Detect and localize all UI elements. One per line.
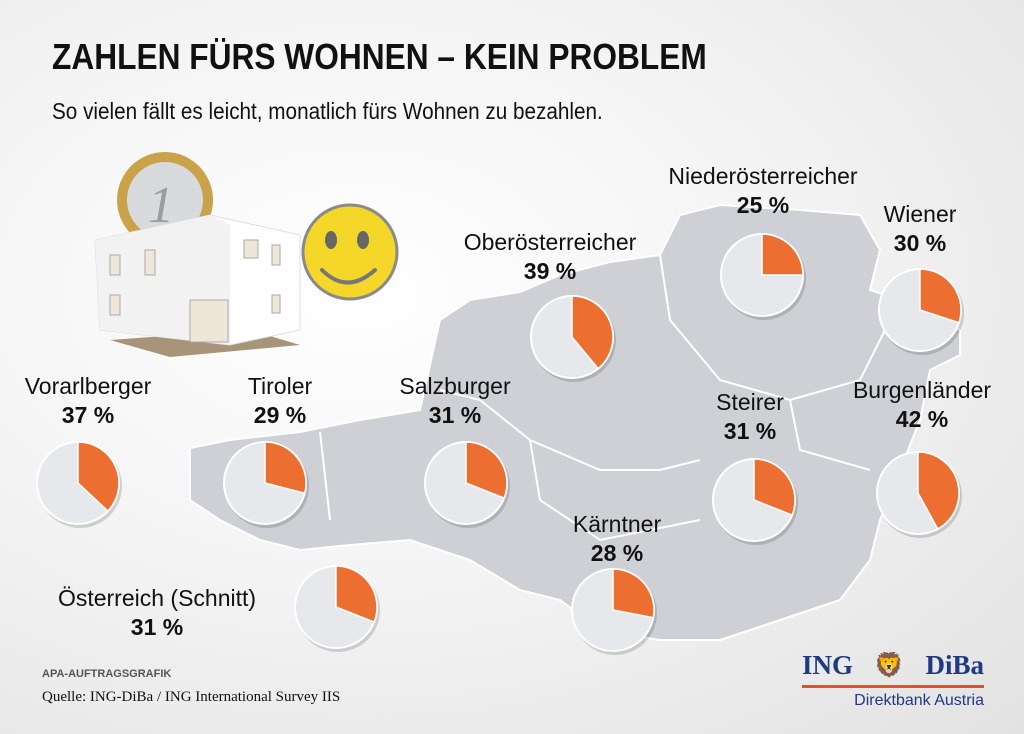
- region-label: Österreich (Schnitt) 31 %: [58, 584, 256, 642]
- page-title: ZAHLEN FÜRS WOHNEN – KEIN PROBLEM: [52, 36, 707, 77]
- pie-salzburger: [424, 441, 510, 528]
- logo-ing-text: ING: [802, 650, 854, 680]
- region-label: Niederösterreicher 25 %: [668, 162, 857, 220]
- region-name: Kärntner: [572, 511, 662, 537]
- agency-credit: APA-AUFTRAGSGRAFIK: [42, 668, 172, 680]
- logo-tagline: Direktbank Austria: [854, 692, 984, 709]
- pie-value-slice: [761, 233, 804, 276]
- lion-icon: 🦁: [874, 653, 905, 679]
- region-label: Steirer 31 %: [716, 388, 784, 446]
- region-label: Salzburger 31 %: [399, 372, 510, 430]
- pie-value-slice: [612, 568, 655, 619]
- smiley-icon: [301, 203, 399, 301]
- pie-steirer: [712, 458, 798, 545]
- region-label: Vorarlberger 37 %: [25, 372, 152, 430]
- region-label: Tiroler 29 %: [248, 372, 312, 430]
- pie-kärntner: [571, 568, 657, 655]
- pie-wiener: [878, 268, 964, 355]
- region-name: Steirer: [716, 389, 784, 415]
- region-borders: [319, 254, 901, 542]
- region-name: Vorarlberger: [24, 373, 152, 399]
- region-percent: 39 %: [523, 258, 577, 284]
- pie-value-slice: [335, 565, 378, 624]
- pie-vorarlberger: [36, 441, 122, 528]
- region-name: Österreich (Schnitt): [57, 585, 257, 611]
- pie-value-slice: [264, 441, 307, 495]
- pie-value-slice: [917, 451, 960, 530]
- region-percent: 25 %: [736, 192, 790, 218]
- region-name: Burgenländer: [852, 377, 992, 403]
- pie-value-slice: [571, 295, 614, 370]
- pie-value-slice: [919, 268, 962, 324]
- logo-diba-text: DiBa: [925, 650, 984, 680]
- region-label: Wiener 30 %: [884, 200, 957, 258]
- region-percent: 31 %: [428, 402, 482, 428]
- pie-oberösterreicher: [530, 295, 616, 382]
- pie-burgenländer: [876, 451, 962, 538]
- house-icon: [94, 214, 301, 357]
- region-label: Kärntner 28 %: [573, 510, 661, 568]
- ing-diba-logo: ING 🦁 DiBa Direktbank Austria: [802, 650, 984, 710]
- pie-value-slice: [77, 441, 120, 513]
- region-name: Oberösterreicher: [463, 229, 637, 255]
- region-percent: 29 %: [253, 402, 307, 428]
- region-percent: 31 %: [723, 418, 777, 444]
- pie-tiroler: [223, 441, 309, 528]
- region-percent: 42 %: [895, 406, 949, 432]
- source-note: Quelle: ING-DiBa / ING International Sur…: [42, 689, 341, 705]
- region-label: Burgenländer 42 %: [853, 376, 991, 434]
- pie-niederösterreicher: [720, 233, 806, 320]
- region-percent: 31 %: [130, 614, 184, 640]
- page-subtitle: So vielen fällt es leicht, monatlich für…: [52, 98, 603, 124]
- logo-divider: [802, 685, 984, 688]
- pie-österreich-schnitt-: [294, 565, 380, 652]
- region-percent: 30 %: [893, 230, 947, 256]
- region-name: Wiener: [883, 201, 957, 227]
- region-percent: 37 %: [61, 402, 115, 428]
- region-percent: 28 %: [590, 540, 644, 566]
- region-name: Salzburger: [399, 373, 511, 399]
- region-label: Oberösterreicher 39 %: [464, 228, 637, 286]
- region-name: Tiroler: [247, 373, 313, 399]
- pie-value-slice: [753, 458, 796, 517]
- region-name: Niederösterreicher: [668, 163, 858, 189]
- pie-value-slice: [465, 441, 508, 500]
